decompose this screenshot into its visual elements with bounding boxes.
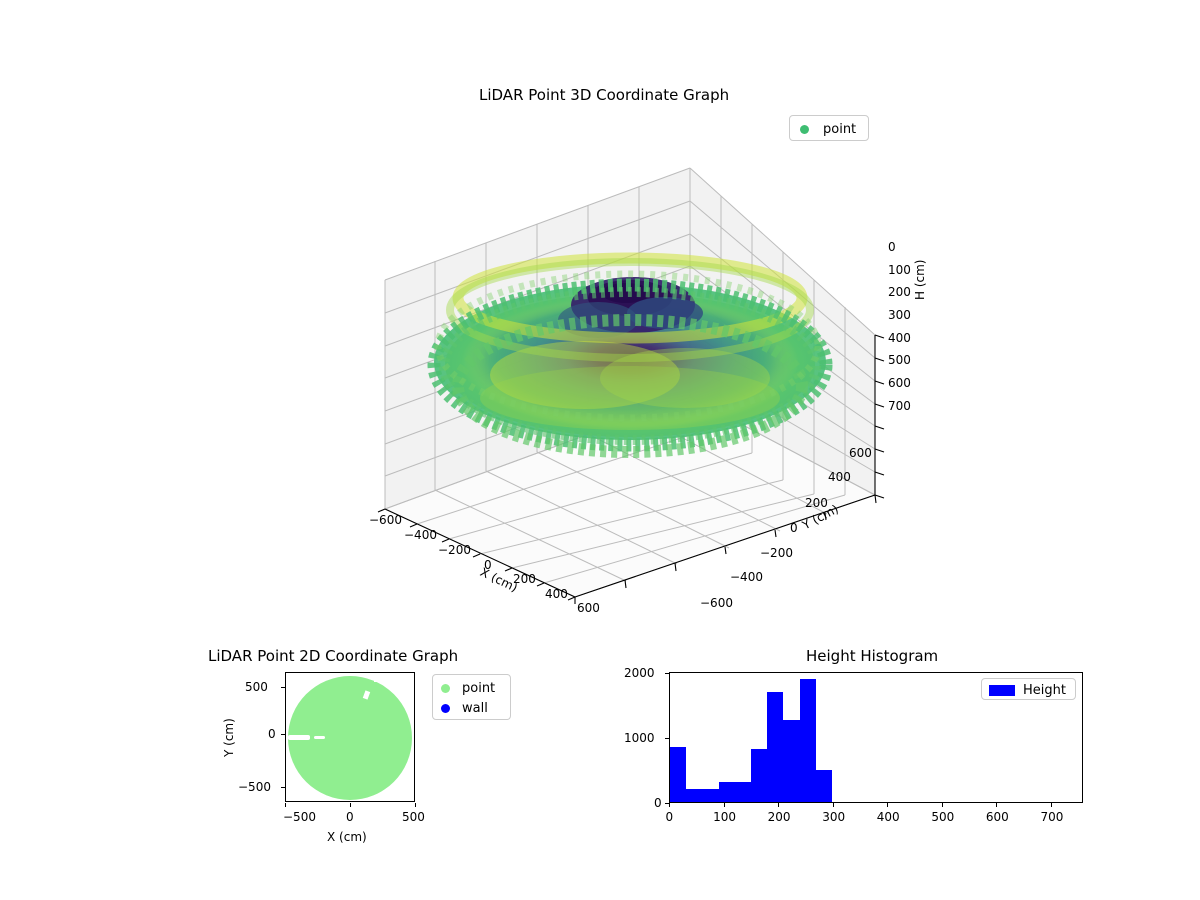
scan-gap-left xyxy=(288,735,310,740)
tick-3d-x-3: 0 xyxy=(484,558,492,572)
panel-2d-axes[interactable] xyxy=(285,672,415,802)
axis-label-3d-z: H (cm) xyxy=(913,259,927,301)
tickmark-hist-x xyxy=(1050,803,1052,807)
legend-2d-label-wall: wall xyxy=(462,700,488,716)
tick-2d-y-2: −500 xyxy=(238,780,271,794)
tick-3d-x-2: −200 xyxy=(438,543,471,557)
tick-3d-y-0: −600 xyxy=(700,596,733,610)
tickmark-hist-x xyxy=(832,803,834,807)
tick-hist-x-4: 400 xyxy=(876,810,900,824)
tickmark-2d-y-0 xyxy=(281,687,285,688)
tick-3d-z-0: 0 xyxy=(888,240,896,254)
panel-3d-title: LiDAR Point 3D Coordinate Graph xyxy=(479,86,730,104)
tick-3d-z-6: 600 xyxy=(888,376,911,390)
tick-2d-y-0: 500 xyxy=(245,680,268,694)
histogram-bar xyxy=(751,749,768,802)
tickmark-2d-y-1 xyxy=(281,734,285,735)
point-marker-icon xyxy=(441,683,450,693)
tick-hist-x-5: 500 xyxy=(931,810,955,824)
histogram-bar xyxy=(783,719,800,802)
plot-3d-canvas xyxy=(377,167,885,604)
tick-3d-z-7: 700 xyxy=(888,399,911,413)
tick-2d-x-2: 500 xyxy=(402,810,425,824)
scan-gap-top-right xyxy=(374,676,380,682)
tickmark-hist-x xyxy=(941,803,943,807)
tickmark-hist-y-2 xyxy=(665,673,669,674)
tick-3d-x-1: −400 xyxy=(404,528,437,542)
legend-2d-label-point: point xyxy=(462,680,496,696)
tickmark-hist-x xyxy=(723,803,725,807)
tick-hist-y-1: 1000 xyxy=(624,731,655,745)
tick-3d-x-0: −600 xyxy=(369,513,402,527)
panel-hist-title: Height Histogram xyxy=(806,647,939,665)
histogram-bar xyxy=(718,781,735,802)
tickmark-hist-y-1 xyxy=(665,738,669,739)
tickmark-hist-x xyxy=(996,803,998,807)
tick-3d-x-6: 600 xyxy=(577,601,600,615)
point-marker-icon xyxy=(800,124,809,134)
tickmark-2d-x-0 xyxy=(285,803,286,807)
panel-3d-axes[interactable] xyxy=(330,150,910,620)
tick-hist-x-7: 700 xyxy=(1040,810,1064,824)
histogram-bar xyxy=(815,769,833,802)
tick-hist-x-6: 600 xyxy=(985,810,1009,824)
axis-label-2d-y: Y (cm) xyxy=(222,718,236,757)
axis-label-2d-x: X (cm) xyxy=(327,830,367,844)
tick-3d-z-2: 200 xyxy=(888,285,911,299)
tick-2d-x-1: 0 xyxy=(346,810,354,824)
histogram-bar xyxy=(702,788,719,802)
histogram-bar xyxy=(686,788,703,802)
tickmark-2d-y-2 xyxy=(281,787,285,788)
tick-3d-x-4: 200 xyxy=(513,572,536,586)
histogram-bar xyxy=(670,747,687,802)
legend-3d-entry-point: point xyxy=(796,119,862,139)
tick-hist-y-0: 0 xyxy=(654,796,662,810)
wall-marker-icon xyxy=(441,703,450,713)
tick-3d-y-2: −200 xyxy=(760,546,793,560)
histogram-bar xyxy=(799,678,816,802)
legend-2d-entry-point: point xyxy=(438,678,505,698)
legend-hist-entry-height: Height xyxy=(987,681,1070,699)
tick-hist-x-0: 0 xyxy=(665,810,674,824)
tick-3d-y-6: 600 xyxy=(849,446,872,460)
tick-hist-x-3: 300 xyxy=(822,810,846,824)
scan-gap-left-2 xyxy=(314,736,325,739)
tickmark-hist-y-0 xyxy=(665,803,669,804)
panel-hist-axes[interactable] xyxy=(669,672,1083,803)
tick-3d-y-3: 0 xyxy=(790,521,798,535)
tickmark-2d-x-2 xyxy=(415,803,416,807)
point-cloud-3d xyxy=(427,252,833,458)
tick-3d-z-5: 500 xyxy=(888,353,911,367)
legend-hist-label: Height xyxy=(1023,682,1066,698)
tickmark-hist-x xyxy=(887,803,889,807)
histogram-bar xyxy=(734,781,752,802)
legend-3d-label: point xyxy=(823,121,857,137)
tick-3d-y-1: −400 xyxy=(730,570,763,584)
legend-hist[interactable]: Height xyxy=(981,678,1076,700)
tick-hist-x-2: 200 xyxy=(767,810,791,824)
panel-2d-title: LiDAR Point 2D Coordinate Graph xyxy=(208,647,459,665)
tick-3d-z-4: 400 xyxy=(888,331,911,345)
tick-3d-y-5: 400 xyxy=(828,470,851,484)
legend-2d[interactable]: point wall xyxy=(432,674,511,720)
histogram-bar xyxy=(767,691,784,802)
tick-2d-x-0: −500 xyxy=(283,810,316,824)
tick-3d-y-4: 200 xyxy=(805,496,828,510)
tick-2d-y-1: 0 xyxy=(268,727,276,741)
legend-2d-entry-wall: wall xyxy=(438,698,505,718)
tickmark-hist-x xyxy=(669,803,670,807)
tickmark-hist-x xyxy=(778,803,780,807)
tick-3d-z-3: 300 xyxy=(888,308,911,322)
legend-3d[interactable]: point xyxy=(789,115,869,141)
tick-3d-x-5: 400 xyxy=(545,587,568,601)
tickmark-2d-x-1 xyxy=(350,803,351,807)
tick-hist-y-2: 2000 xyxy=(624,666,655,680)
tick-3d-z-1: 100 xyxy=(888,263,911,277)
height-bar-swatch-icon xyxy=(989,684,1015,696)
tick-hist-x-1: 100 xyxy=(713,810,736,824)
